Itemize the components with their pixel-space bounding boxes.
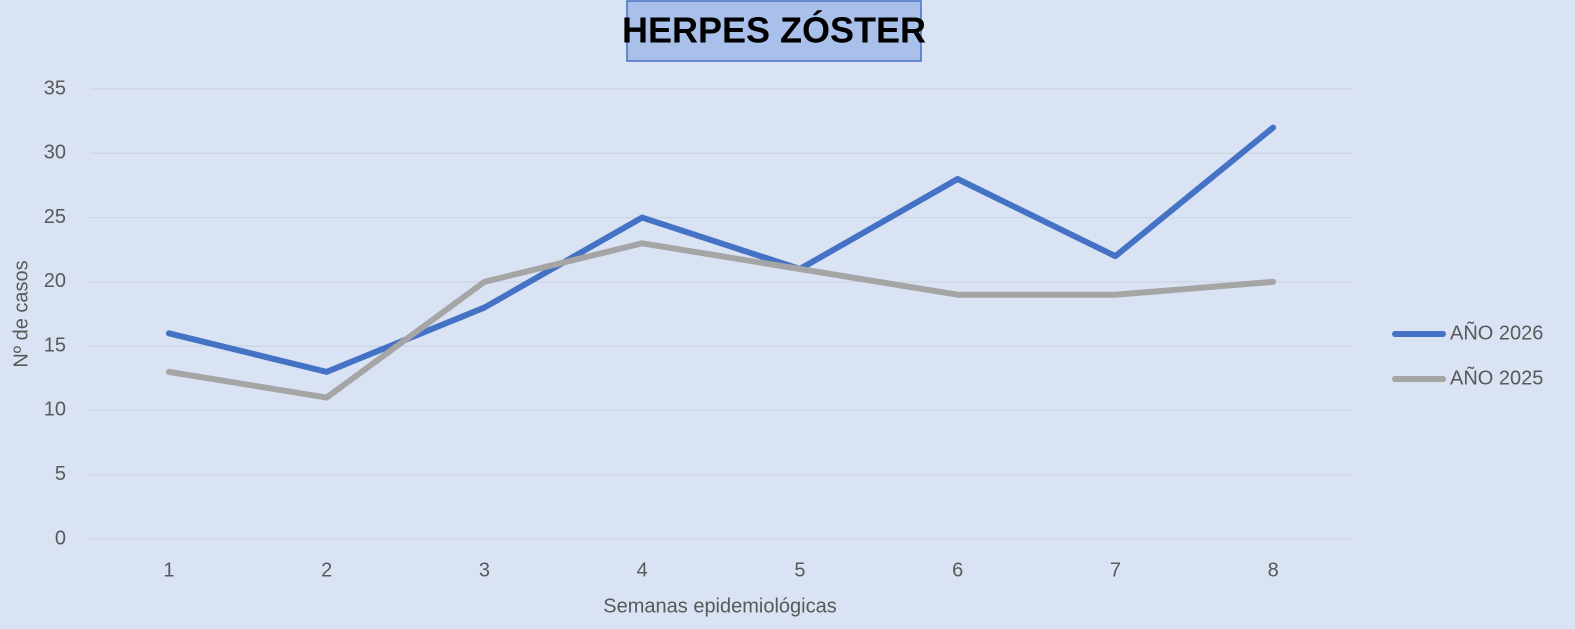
x-tick-label: 3 <box>479 559 490 581</box>
y-tick-label: 0 <box>55 527 66 549</box>
legend-label: AÑO 2026 <box>1450 320 1543 344</box>
x-tick-label: 4 <box>637 559 648 581</box>
y-tick-label: 10 <box>44 399 66 421</box>
y-tick-label: 15 <box>44 334 66 356</box>
x-tick-label: 2 <box>321 559 332 581</box>
title-box <box>626 0 922 62</box>
x-tick-label: 5 <box>794 559 805 581</box>
legend-label: AÑO 2025 <box>1450 365 1543 389</box>
x-tick-label: 8 <box>1268 559 1279 581</box>
y-axis-label: Nº de casos <box>10 260 32 367</box>
y-tick-label: 20 <box>44 270 66 292</box>
series-line <box>165 124 1277 375</box>
x-tick-label: 6 <box>952 559 963 581</box>
chart-title: HERPES ZÓSTER <box>622 9 926 51</box>
x-axis-label: Semanas epidemiológicas <box>603 595 836 617</box>
x-tick-label: 1 <box>163 559 174 581</box>
y-tick-label: 35 <box>44 77 66 99</box>
y-tick-label: 25 <box>44 206 66 228</box>
y-tick-label: 30 <box>44 142 66 164</box>
x-tick-label: 7 <box>1110 559 1121 581</box>
series-line <box>165 240 1277 401</box>
y-tick-label: 5 <box>55 463 66 485</box>
